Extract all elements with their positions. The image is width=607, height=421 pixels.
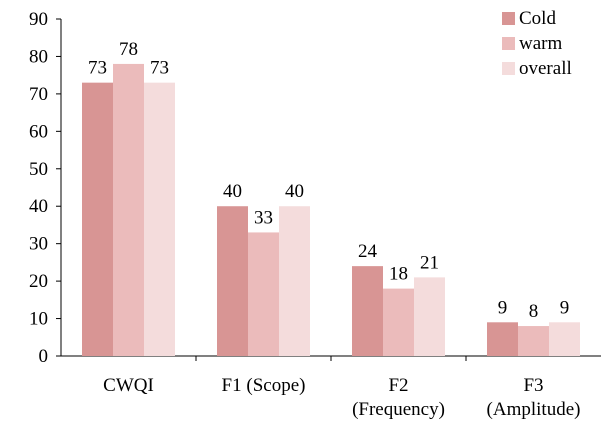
y-tick-label: 80 bbox=[29, 46, 48, 67]
legend-label: warm bbox=[519, 33, 562, 54]
data-label: 73 bbox=[150, 58, 169, 79]
bar bbox=[113, 63, 144, 356]
bar bbox=[248, 232, 279, 356]
y-tick-label: 40 bbox=[29, 196, 48, 217]
legend: Cold warm overall bbox=[502, 8, 572, 79]
y-tick-label: 0 bbox=[39, 346, 49, 367]
y-tick-label: 60 bbox=[29, 121, 48, 142]
y-tick-label: 50 bbox=[29, 159, 48, 180]
bar bbox=[487, 322, 518, 356]
bar bbox=[414, 277, 445, 356]
legend-swatch bbox=[502, 37, 515, 50]
axes: 0 10 20 30 40 50 60 70 80 90 CWQI F1 (Scope) F2 (Freq… bbox=[29, 9, 601, 420]
legend-label: overall bbox=[519, 58, 572, 79]
x-tick-label: F3 bbox=[523, 375, 543, 396]
bar bbox=[383, 288, 414, 356]
x-tick-label: CWQI bbox=[103, 375, 154, 396]
legend-swatch bbox=[502, 12, 515, 25]
bar bbox=[549, 322, 580, 356]
x-tick-label: (Frequency) bbox=[352, 399, 445, 420]
data-label: 9 bbox=[498, 297, 508, 318]
data-label: 40 bbox=[223, 181, 242, 202]
y-tick-label: 90 bbox=[29, 9, 48, 30]
bar bbox=[352, 266, 383, 356]
data-labels: 73 78 73 40 33 40 24 18 21 9 8 9 bbox=[88, 39, 569, 322]
y-tick-label: 30 bbox=[29, 234, 48, 255]
legend-swatch bbox=[502, 62, 515, 75]
bars bbox=[82, 63, 580, 357]
y-tick-label: 10 bbox=[29, 309, 48, 330]
x-tick-label: (Amplitude) bbox=[487, 399, 581, 420]
bar bbox=[144, 82, 175, 357]
legend-label: Cold bbox=[519, 8, 556, 29]
data-label: 24 bbox=[358, 241, 378, 262]
data-label: 18 bbox=[389, 264, 408, 285]
bar bbox=[217, 206, 248, 356]
x-tick-label: F2 bbox=[388, 375, 408, 396]
x-tick-label: F1 (Scope) bbox=[222, 375, 306, 396]
data-label: 21 bbox=[420, 252, 439, 273]
y-tick-label: 70 bbox=[29, 84, 48, 105]
bar bbox=[518, 326, 549, 356]
data-label: 40 bbox=[285, 181, 304, 202]
bar bbox=[82, 82, 113, 357]
data-label: 73 bbox=[88, 58, 107, 79]
bar bbox=[279, 206, 310, 356]
y-tick-label: 20 bbox=[29, 271, 48, 292]
data-label: 33 bbox=[254, 207, 273, 228]
data-label: 78 bbox=[119, 39, 138, 60]
data-label: 9 bbox=[560, 297, 570, 318]
data-label: 8 bbox=[529, 301, 539, 322]
